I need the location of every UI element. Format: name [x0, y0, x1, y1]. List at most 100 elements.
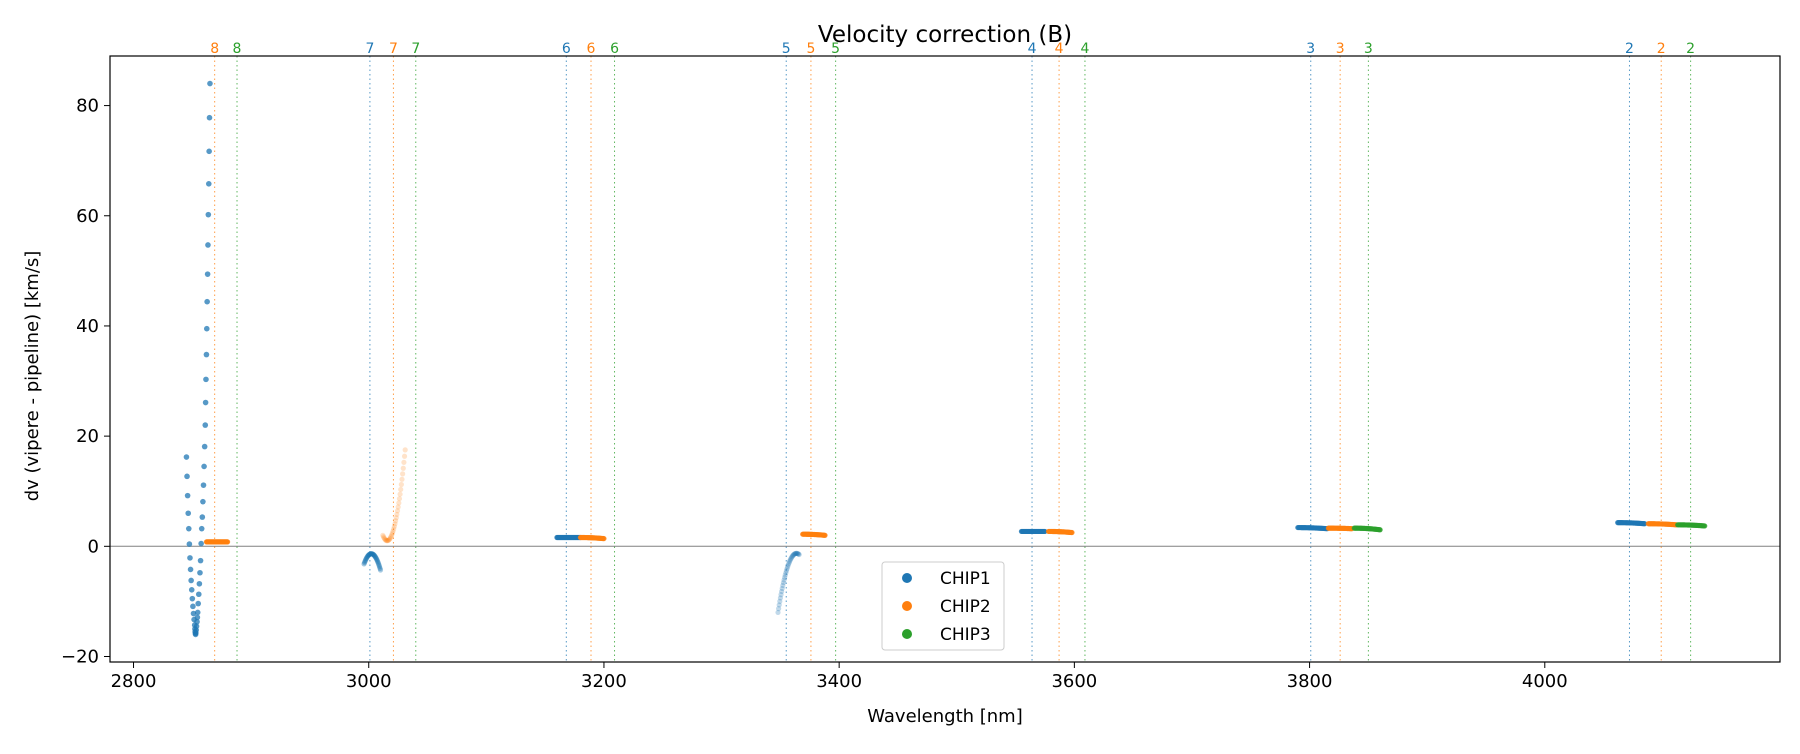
data-point	[367, 551, 373, 557]
data-point	[373, 554, 379, 561]
y-tick-label: 60	[76, 206, 99, 227]
data-point	[776, 602, 782, 608]
data-point	[190, 610, 197, 617]
data-point	[393, 518, 399, 524]
data-point	[1377, 527, 1383, 533]
data-point	[190, 603, 196, 610]
data-point	[783, 568, 790, 574]
data-point	[184, 473, 190, 480]
order-marker-label: 7	[365, 41, 374, 57]
data-point	[394, 508, 401, 514]
data-point	[377, 565, 383, 571]
data-point	[205, 181, 212, 187]
data-point	[372, 554, 378, 560]
data-point	[368, 551, 374, 557]
data-point	[387, 535, 394, 541]
order-marker-label: 6	[562, 41, 571, 57]
data-points-layer	[183, 80, 1708, 638]
data-point	[792, 551, 798, 557]
chart-legend: CHIP1 CHIP2 CHIP3	[881, 561, 1005, 651]
order-marker-label: 8	[233, 41, 242, 57]
data-point	[185, 525, 192, 532]
data-point	[791, 552, 797, 558]
data-point	[374, 556, 380, 562]
legend-marker	[902, 601, 912, 611]
data-point	[787, 557, 793, 563]
data-point	[205, 242, 211, 248]
data-point	[396, 496, 403, 502]
data-point	[185, 510, 192, 517]
data-point	[822, 532, 828, 538]
y-tick-label: −20	[61, 646, 99, 667]
data-point	[780, 580, 787, 586]
order-marker-label: 2	[1686, 41, 1695, 57]
data-point	[368, 551, 374, 557]
data-point	[369, 551, 376, 557]
x-tick-label: 2800	[111, 671, 157, 692]
data-point	[364, 554, 370, 561]
data-point	[389, 532, 395, 538]
data-point	[380, 532, 386, 538]
data-point	[195, 591, 202, 598]
order-marker-label: 3	[1306, 41, 1315, 57]
data-point	[392, 521, 398, 527]
data-point	[391, 523, 397, 530]
data-point	[388, 533, 394, 539]
data-point	[779, 588, 785, 595]
chart-title: Velocity correction (B)	[818, 22, 1072, 48]
data-point	[393, 515, 399, 521]
data-point	[794, 550, 800, 557]
data-point	[199, 514, 206, 520]
data-point	[361, 560, 368, 566]
data-point	[186, 541, 193, 547]
data-point	[195, 600, 202, 607]
legend-marker	[902, 629, 912, 639]
order-marker-label: 6	[587, 41, 596, 57]
data-point	[401, 453, 408, 459]
data-point	[402, 447, 408, 453]
data-point	[385, 537, 391, 544]
data-point	[183, 454, 190, 460]
data-point	[401, 459, 407, 465]
data-point	[398, 486, 404, 493]
data-point	[781, 577, 787, 583]
data-point	[384, 538, 390, 544]
y-tick-label: 20	[76, 426, 99, 447]
data-point	[367, 551, 373, 557]
data-point	[203, 351, 210, 358]
legend-entry-label: CHIP2	[940, 597, 991, 617]
data-point	[778, 592, 784, 598]
data-point	[365, 552, 371, 559]
data-point	[782, 572, 788, 578]
legend-box	[881, 561, 1005, 651]
data-point	[197, 569, 203, 576]
data-point	[364, 554, 370, 560]
data-point	[225, 539, 231, 545]
data-point	[375, 558, 381, 565]
data-point	[381, 535, 387, 541]
data-point	[780, 582, 786, 589]
order-marker-label: 3	[1364, 41, 1373, 57]
order-marker-label: 7	[389, 41, 398, 57]
data-point	[204, 271, 211, 277]
data-point	[197, 557, 204, 564]
order-marker-label: 4	[1055, 41, 1064, 57]
data-point	[201, 463, 207, 470]
x-tick-label: 4000	[1522, 671, 1568, 692]
data-point	[202, 422, 209, 428]
order-marker-label: 5	[806, 41, 815, 57]
data-point	[188, 577, 194, 584]
y-tick-label: 0	[88, 536, 99, 557]
data-point	[791, 551, 797, 557]
data-point	[400, 471, 406, 477]
x-tick-label: 3600	[1051, 671, 1097, 692]
data-point	[198, 540, 204, 547]
data-point	[187, 555, 193, 561]
data-point	[203, 376, 209, 383]
data-point	[189, 595, 196, 602]
data-point	[203, 325, 210, 332]
data-point	[376, 564, 383, 570]
data-point	[795, 551, 801, 557]
data-point	[201, 443, 208, 450]
